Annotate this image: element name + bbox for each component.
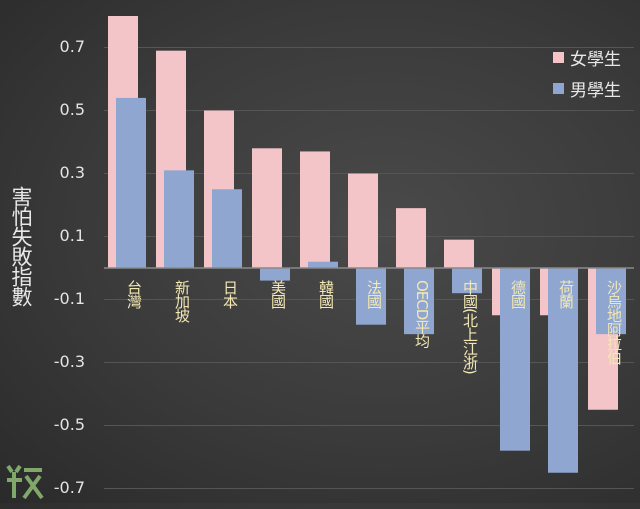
legend-item-male: 男學生	[553, 76, 621, 101]
bar-male	[404, 268, 434, 335]
bar-male	[452, 268, 482, 294]
bar-male	[548, 268, 578, 473]
bar-female	[396, 208, 426, 268]
y-tick-label: -0.3	[53, 351, 85, 371]
y-tick-label: 0.1	[59, 225, 85, 245]
x-tick-label: 法國	[365, 280, 383, 308]
x-tick-label: 台灣	[125, 280, 143, 308]
x-tick-label: 韓國	[317, 280, 335, 308]
x-tick-label: OECD平均	[413, 280, 431, 348]
legend-swatch-male	[553, 83, 564, 94]
bar-male	[260, 268, 290, 281]
logo	[4, 460, 44, 509]
x-tick-label: 荷蘭	[557, 280, 575, 308]
x-tick-label: 中國(北上江浙)	[461, 280, 479, 374]
bar-female	[348, 173, 378, 268]
y-axis-label: 害怕失敗指數	[9, 186, 33, 306]
bar-male	[596, 268, 626, 335]
bar-female	[444, 239, 474, 268]
bar-male	[212, 189, 242, 268]
legend-label-male: 男學生	[570, 81, 621, 101]
y-tick-label: -0.5	[53, 414, 85, 434]
y-tick-label: -0.7	[53, 477, 85, 497]
bar-male	[164, 170, 194, 268]
legend-label-female: 女學生	[570, 50, 621, 70]
bar-male	[500, 268, 530, 451]
y-tick-label: 0.7	[59, 36, 85, 56]
x-tick-label: 美國	[269, 280, 287, 308]
x-tick-label: 沙烏地阿拉伯	[605, 280, 623, 364]
bar-female	[300, 151, 330, 268]
y-tick-label: 0.5	[59, 99, 85, 119]
x-tick-label: 德國	[509, 280, 527, 308]
x-tick-label: 日本	[221, 280, 239, 308]
legend-item-female: 女學生	[553, 45, 621, 70]
y-tick-label: -0.1	[53, 288, 85, 308]
bar-male	[356, 268, 386, 325]
legend-swatch-female	[553, 52, 564, 63]
y-tick-label: 0.3	[59, 162, 85, 182]
logo-icon	[6, 464, 44, 500]
bar-male	[116, 97, 146, 269]
bar-male	[308, 261, 338, 268]
bar-female	[252, 148, 282, 268]
x-tick-label: 新加坡	[173, 280, 191, 322]
